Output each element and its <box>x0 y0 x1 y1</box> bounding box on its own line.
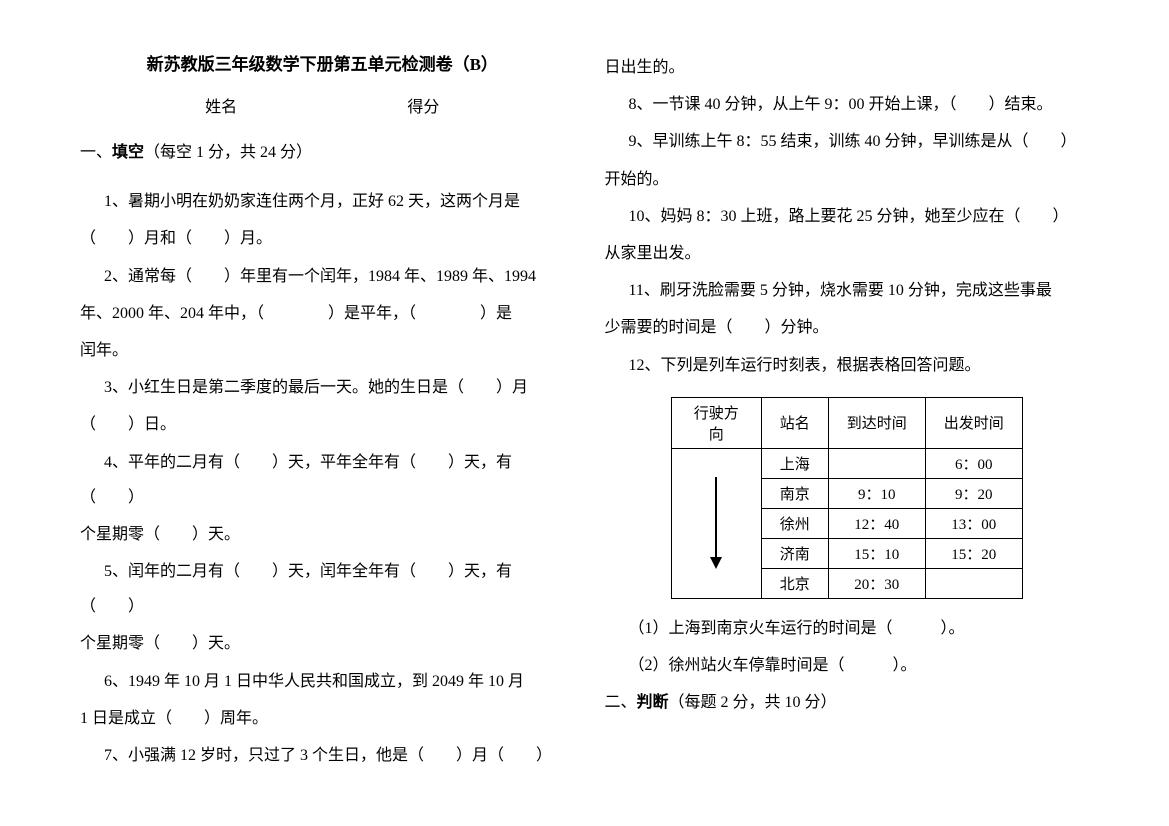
q2: 2、通常每（ ）年里有一个闰年，1984 年、1989 年、1994 <box>80 259 565 294</box>
name-score-row: 姓名 得分 <box>80 93 565 117</box>
th-station: 站名 <box>761 397 828 448</box>
section1-bold: 填空 <box>112 144 144 161</box>
score-label: 得分 <box>407 93 439 117</box>
q12-sub2: （2）徐州站火车停靠时间是（ ）。 <box>605 648 1090 683</box>
q8: 8、一节课 40 分钟，从上午 9：00 开始上课，（ ）结束。 <box>605 87 1090 122</box>
direction-arrow <box>690 477 743 569</box>
q6-cont: 1 日是成立（ ）周年。 <box>80 701 565 736</box>
q2-cont2: 闰年。 <box>80 333 565 368</box>
q2-cont: 年、2000 年、204 年中，（ ）是平年，（ ）是 <box>80 296 565 331</box>
section1-suffix: （每空 1 分，共 24 分） <box>144 144 312 161</box>
q5: 5、闰年的二月有（ ）天，闰年全年有（ ）天，有（ ） <box>80 554 565 624</box>
arrive-cell: 15：10 <box>828 538 925 568</box>
th-direction: 行驶方向 <box>671 397 761 448</box>
train-table: 行驶方向 站名 到达时间 出发时间 上海 6：00 南京 9：10 <box>671 397 1023 599</box>
arrow-head-icon <box>710 557 722 569</box>
station-cell: 南京 <box>761 478 828 508</box>
q11-cont: 少需要的时间是（ ）分钟。 <box>605 310 1090 345</box>
q10: 10、妈妈 8：30 上班，路上要花 25 分钟，她至少应在（ ） <box>605 199 1090 234</box>
q4-cont: 个星期零（ ）天。 <box>80 517 565 552</box>
q1-cont: （ ）月和（ ）月。 <box>80 221 565 256</box>
q1: 1、暑期小明在奶奶家连住两个月，正好 62 天，这两个月是 <box>80 184 565 219</box>
arrive-cell: 12：40 <box>828 508 925 538</box>
table-row: 上海 6：00 <box>671 448 1022 478</box>
depart-cell <box>925 568 1022 598</box>
section2-prefix: 二、 <box>605 694 637 711</box>
q11: 11、刷牙洗脸需要 5 分钟，烧水需要 10 分钟，完成这些事最 <box>605 273 1090 308</box>
table-header-row: 行驶方向 站名 到达时间 出发时间 <box>671 397 1022 448</box>
q5-cont: 个星期零（ ）天。 <box>80 626 565 661</box>
station-cell: 北京 <box>761 568 828 598</box>
depart-cell: 15：20 <box>925 538 1022 568</box>
exam-title: 新苏教版三年级数学下册第五单元检测卷（B） <box>80 50 565 75</box>
q3: 3、小红生日是第二季度的最后一天。她的生日是（ ）月 <box>80 370 565 405</box>
direction-cell <box>671 448 761 598</box>
depart-cell: 13：00 <box>925 508 1022 538</box>
q4: 4、平年的二月有（ ）天，平年全年有（ ）天，有（ ） <box>80 445 565 515</box>
q7-cont: 日出生的。 <box>605 50 1090 85</box>
left-column: 新苏教版三年级数学下册第五单元检测卷（B） 姓名 得分 一、填空（每空 1 分，… <box>80 50 565 776</box>
q9: 9、早训练上午 8：55 结束，训练 40 分钟，早训练是从（ ） <box>605 124 1090 159</box>
th-arrive: 到达时间 <box>828 397 925 448</box>
q6: 6、1949 年 10 月 1 日中华人民共和国成立，到 2049 年 10 月 <box>80 664 565 699</box>
depart-cell: 6：00 <box>925 448 1022 478</box>
right-column: 日出生的。 8、一节课 40 分钟，从上午 9：00 开始上课，（ ）结束。 9… <box>605 50 1090 776</box>
arrive-cell: 20：30 <box>828 568 925 598</box>
q12-sub1: （1）上海到南京火车运行的时间是（ ）。 <box>605 611 1090 646</box>
name-label: 姓名 <box>205 93 237 117</box>
q12: 12、下列是列车运行时刻表，根据表格回答问题。 <box>605 348 1090 383</box>
section2-header: 二、判断（每题 2 分，共 10 分） <box>605 685 1090 720</box>
station-cell: 徐州 <box>761 508 828 538</box>
q9-cont: 开始的。 <box>605 162 1090 197</box>
arrive-cell <box>828 448 925 478</box>
train-table-container: 行驶方向 站名 到达时间 出发时间 上海 6：00 南京 9：10 <box>605 397 1090 599</box>
arrive-cell: 9：10 <box>828 478 925 508</box>
q10-cont: 从家里出发。 <box>605 236 1090 271</box>
q7: 7、小强满 12 岁时，只过了 3 个生日，他是（ ）月（ ） <box>80 738 565 773</box>
arrow-line-icon <box>715 477 717 557</box>
station-cell: 济南 <box>761 538 828 568</box>
section2-bold: 判断 <box>637 694 669 711</box>
section1-prefix: 一、 <box>80 144 112 161</box>
q3-cont: （ ）日。 <box>80 407 565 442</box>
station-cell: 上海 <box>761 448 828 478</box>
section1-header: 一、填空（每空 1 分，共 24 分） <box>80 135 565 170</box>
section2-suffix: （每题 2 分，共 10 分） <box>669 694 837 711</box>
th-depart: 出发时间 <box>925 397 1022 448</box>
depart-cell: 9：20 <box>925 478 1022 508</box>
